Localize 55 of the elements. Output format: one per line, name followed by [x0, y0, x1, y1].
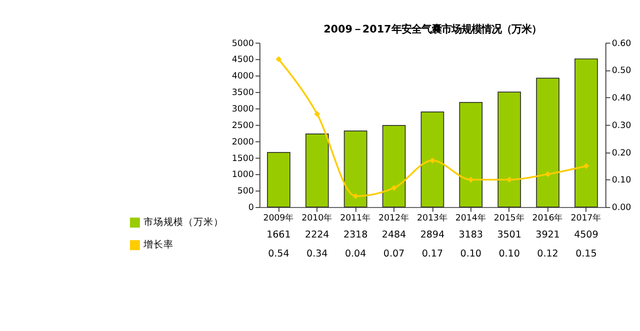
data-label: 0.10 [460, 248, 482, 260]
point [430, 158, 436, 164]
x-tick-label: 2010年 [302, 212, 333, 224]
y2-tick-label: 0.60 [612, 38, 632, 49]
y-tick-label: 4500 [232, 55, 254, 66]
y-tick-label: 2000 [232, 137, 254, 148]
y-tick-label: 4000 [232, 72, 254, 82]
data-label: 0.04 [344, 248, 366, 260]
x-tick-label: 2016年 [532, 212, 564, 224]
data-label: 0.54 [268, 248, 290, 260]
x-tick-label: 2013年 [416, 212, 448, 224]
point [544, 171, 551, 178]
y2-tick-label: 0.10 [612, 176, 632, 186]
point [276, 56, 282, 62]
y-tick-label: 3500 [232, 88, 254, 98]
y-tick-label: 5000 [232, 38, 254, 49]
legend-label: 增长率 [142, 238, 174, 251]
data-label: 0.12 [537, 248, 558, 260]
point [352, 193, 358, 200]
y-tick-label: 2500 [232, 120, 254, 131]
x-tick-label: 2017年 [570, 212, 602, 224]
legend-label: 市场规模（万米） [144, 216, 224, 228]
point [391, 184, 397, 191]
y2-tick-label: 0.50 [612, 66, 632, 76]
data-label: 0.07 [383, 248, 405, 260]
x-tick-label: 2009年 [263, 212, 294, 224]
point [583, 163, 590, 169]
data-label: 2224 [305, 229, 330, 240]
x-tick-label: 2015年 [494, 212, 525, 224]
data-label: 3921 [536, 229, 560, 240]
data-label: 0.34 [306, 248, 328, 260]
x-tick-label: 2012年 [378, 212, 410, 224]
y2-tick-label: 0.20 [612, 148, 632, 158]
y-tick-label: 0 [248, 203, 254, 214]
data-label: 3183 [458, 229, 483, 240]
y-tick-label: 1500 [232, 154, 254, 164]
data-label: 2894 [420, 229, 445, 240]
point [314, 111, 320, 117]
data-label: 3501 [497, 229, 522, 240]
data-label: 0.15 [576, 248, 597, 260]
y-tick-label: 500 [237, 186, 254, 197]
y-tick-label: 3000 [232, 104, 254, 114]
data-label: 4509 [574, 229, 598, 240]
y2-tick-label: 0.40 [612, 94, 632, 104]
data-label: 2318 [343, 229, 368, 240]
chart-title: 2009－2017年安全气囊市场规模情况（万米） [324, 23, 542, 36]
y2-tick-label: 0.30 [612, 120, 632, 131]
data-label: 0.17 [422, 248, 444, 260]
data-label: 0.10 [498, 248, 520, 260]
y-tick-label: 1000 [232, 170, 254, 180]
y2-tick-label: 0.00 [612, 203, 632, 214]
x-tick-label: 2014年 [455, 212, 486, 224]
x-tick-label: 2011年 [340, 212, 372, 224]
data-label: 2484 [382, 229, 406, 240]
data-label: 1661 [266, 229, 291, 240]
